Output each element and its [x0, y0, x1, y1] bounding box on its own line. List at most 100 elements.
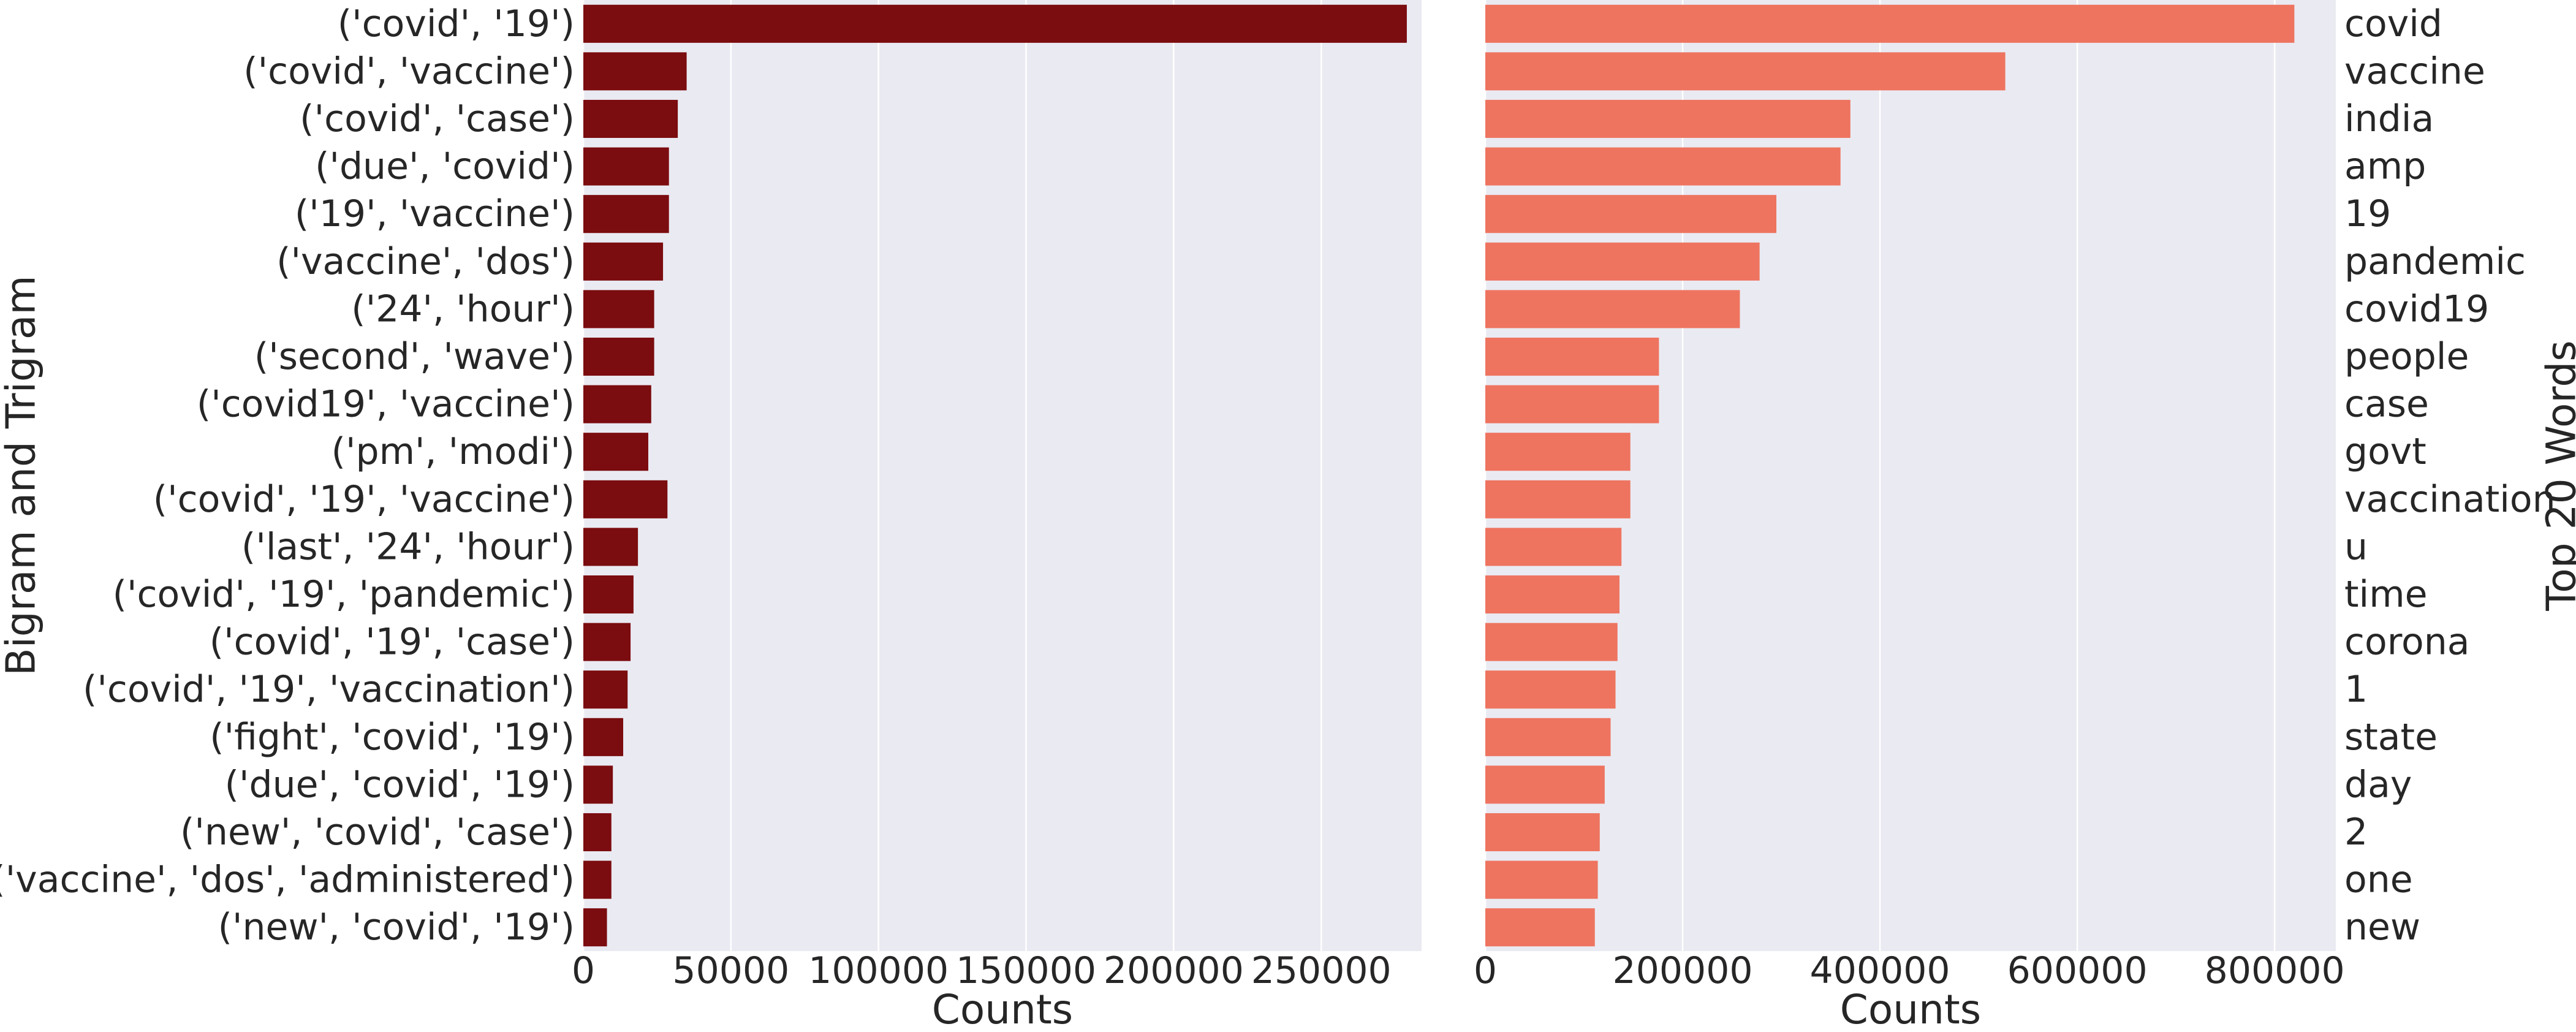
bigram-label: ('covid', '19', 'pandemic') — [113, 573, 575, 616]
word-label: vaccine — [2344, 50, 2485, 93]
x-tick-label: 250000 — [1251, 949, 1392, 992]
bigram-label: ('fight', 'covid', '19') — [210, 716, 575, 759]
word-bar — [1485, 99, 1851, 138]
bigram-bar — [583, 290, 654, 328]
word-bar — [1485, 290, 1740, 328]
word-label: corona — [2344, 621, 2470, 664]
bigram-bar — [583, 52, 687, 91]
x-tick-label: 150000 — [956, 949, 1096, 992]
bigram-label: ('second', 'wave') — [254, 335, 575, 378]
word-bar — [1485, 908, 1595, 947]
bigram-bar — [583, 528, 638, 566]
word-label: 2 — [2344, 811, 2368, 854]
word-label: covid19 — [2344, 287, 2489, 330]
word-label: u — [2344, 525, 2368, 568]
word-bar — [1485, 337, 1659, 376]
x-axis-title: Counts — [1840, 986, 1981, 1032]
bigram-bar — [583, 433, 648, 471]
word-label: amp — [2344, 145, 2426, 188]
bigram-label: ('due', 'covid', '19') — [225, 763, 575, 806]
bigram-bar — [583, 4, 1407, 43]
word-bar — [1485, 670, 1616, 709]
x-tick-label: 800000 — [2205, 949, 2345, 992]
word-bar — [1485, 860, 1598, 899]
word-bar — [1485, 575, 1619, 614]
word-label: people — [2344, 335, 2469, 378]
word-bar — [1485, 385, 1659, 423]
bigram-bar — [583, 860, 612, 899]
word-label: india — [2344, 97, 2434, 140]
x-axis-title: Counts — [932, 986, 1073, 1032]
bigram-bar — [583, 99, 678, 138]
word-bar — [1485, 718, 1611, 756]
x-tick-label: 100000 — [808, 949, 949, 992]
word-bar — [1485, 242, 1760, 281]
word-label: case — [2344, 383, 2429, 426]
word-label: covid — [2344, 2, 2442, 45]
bigram-bar — [583, 242, 664, 281]
word-bar — [1485, 813, 1600, 852]
bigram-bar — [583, 480, 668, 518]
word-bar — [1485, 147, 1841, 186]
y-axis-title: Top 20 Words — [2538, 340, 2576, 611]
x-tick-label: 400000 — [1810, 949, 1950, 992]
word-label: time — [2344, 573, 2428, 616]
word-bar — [1485, 623, 1618, 661]
bigram-label: ('new', 'covid', 'case') — [180, 811, 575, 854]
word-bar — [1485, 4, 2295, 43]
bigram-bar — [583, 147, 669, 186]
word-label: day — [2344, 763, 2412, 806]
bigram-label: ('19', 'vaccine') — [295, 192, 575, 235]
bigram-label: ('covid', '19', 'vaccination') — [83, 668, 575, 711]
word-bar — [1485, 52, 2006, 91]
bigram-label: ('covid', '19', 'case') — [210, 621, 575, 664]
x-tick-label: 600000 — [2007, 949, 2148, 992]
word-label: pandemic — [2344, 240, 2526, 283]
plot-background — [583, 0, 1422, 951]
bigram-label: ('last', '24', 'hour') — [241, 525, 575, 568]
bigram-bar — [583, 195, 669, 233]
x-tick-label: 200000 — [1104, 949, 1244, 992]
plot-background — [1485, 0, 2336, 951]
bigram-label: ('vaccine', 'dos') — [276, 240, 575, 283]
bigram-label: ('new', 'covid', '19') — [218, 906, 575, 949]
bigram-label: ('24', 'hour') — [351, 287, 575, 330]
bigram-label: ('covid', '19') — [338, 2, 575, 45]
word-label: govt — [2344, 430, 2426, 473]
bigram-label: ('covid', 'vaccine') — [243, 50, 575, 93]
word-label: vaccination — [2344, 478, 2556, 521]
word-bar — [1485, 765, 1605, 804]
bigram-label: ('covid', '19', 'vaccine') — [153, 478, 575, 521]
word-label: 1 — [2344, 668, 2368, 711]
word-label: state — [2344, 716, 2438, 759]
bigram-label: ('covid', 'case') — [300, 97, 575, 140]
x-tick-label: 0 — [1474, 949, 1497, 992]
x-tick-label: 0 — [572, 949, 595, 992]
bigram-trigram-chart: ('covid', '19')('covid', 'vaccine')('cov… — [0, 0, 1422, 1032]
bigram-bar — [583, 908, 607, 947]
bigram-label: ('covid19', 'vaccine') — [197, 383, 575, 426]
word-bar — [1485, 195, 1777, 233]
bigram-bar — [583, 718, 624, 756]
word-label: one — [2344, 859, 2413, 901]
bigram-label: ('pm', 'modi') — [331, 430, 575, 473]
bigram-bar — [583, 385, 651, 423]
bigram-label: ('due', 'covid') — [315, 145, 575, 188]
y-axis-title: Bigram and Trigram — [0, 275, 45, 675]
bigram-label: ('vaccine', 'dos', 'administered') — [0, 859, 575, 901]
word-bar — [1485, 528, 1622, 566]
bigram-bar — [583, 670, 628, 709]
bigram-bar — [583, 337, 654, 376]
x-tick-label: 50000 — [672, 949, 789, 992]
word-label: new — [2344, 906, 2420, 949]
bigram-bar — [583, 623, 631, 661]
word-label: 19 — [2344, 192, 2391, 235]
word-bar — [1485, 433, 1631, 471]
bigram-bar — [583, 765, 613, 804]
bigram-bar — [583, 813, 612, 852]
x-tick-label: 200000 — [1613, 949, 1753, 992]
bigram-bar — [583, 575, 634, 614]
word-bar — [1485, 480, 1631, 518]
